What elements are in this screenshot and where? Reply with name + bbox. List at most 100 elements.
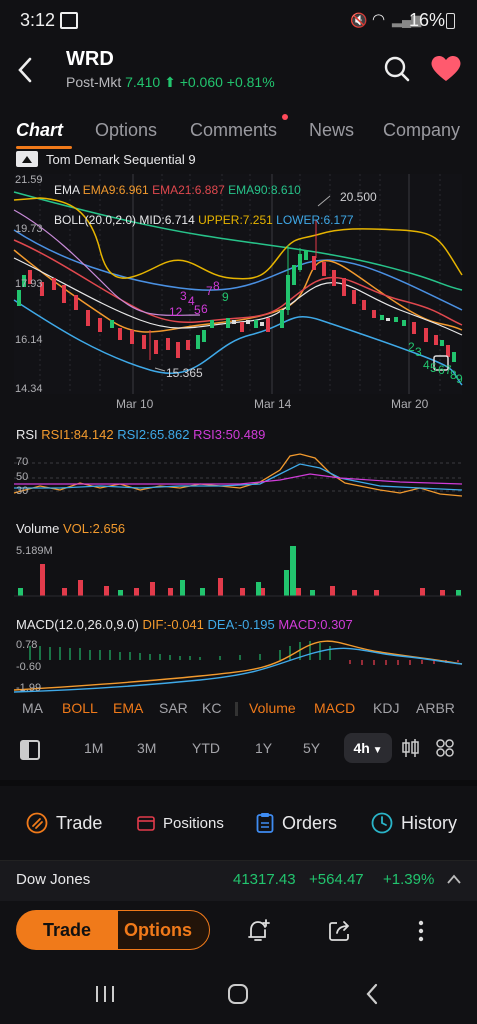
mute-icon: 🔇: [350, 12, 368, 28]
td-count-green-7: 7: [445, 363, 452, 377]
indicator-boll[interactable]: BOLL: [62, 700, 98, 716]
trade-label: Trade: [56, 812, 103, 833]
wifi-icon: ◠: [372, 11, 386, 28]
tab-options[interactable]: Options: [95, 120, 158, 140]
trade-action[interactable]: Trade: [26, 812, 102, 834]
low-price-label: 15.365: [166, 366, 203, 380]
td-count-green-8: 8: [450, 368, 457, 382]
period-1y[interactable]: 1Y: [255, 740, 273, 756]
macd-level-3: -1.99: [16, 682, 42, 694]
boll-label: BOLL(20.0,2.0): [54, 213, 137, 227]
section-divider: [0, 780, 477, 786]
study-selector[interactable]: Tom Demark Sequential 9: [16, 150, 196, 168]
index-value: 41317.43: [233, 871, 296, 888]
td-count-green-3: 3: [415, 345, 422, 359]
back-nav-icon[interactable]: [364, 982, 380, 1011]
indicator-kc[interactable]: KC: [202, 700, 222, 716]
options-button[interactable]: Options: [106, 910, 210, 950]
index-ticker-bar[interactable]: Dow Jones 41317.43 +564.47 +1.39%: [0, 860, 477, 901]
td-count-red-4: 4: [188, 294, 195, 308]
signal-icon: ▂▄▆: [392, 12, 422, 27]
date-label-1: Mar 10: [116, 397, 154, 411]
td-count-red-5: 5: [194, 303, 201, 317]
more-vertical-icon[interactable]: [418, 920, 424, 947]
tab-company[interactable]: Company: [383, 120, 461, 140]
indicator-divider: [235, 702, 238, 716]
volume-label: Volume: [16, 521, 60, 536]
trade-button-label: Trade: [42, 920, 92, 940]
price-tick-4: 16.14: [15, 334, 43, 346]
tab-chart[interactable]: Chart: [16, 120, 64, 140]
price-tick-3: 17.93: [15, 278, 43, 290]
td-count-red-7: 7: [206, 284, 213, 298]
share-icon[interactable]: [327, 918, 353, 949]
system-nav-bar: [0, 968, 477, 1024]
battery-percent: 16%: [408, 10, 445, 30]
boll-upper: UPPER:7.251: [198, 213, 273, 227]
indicator-arbr[interactable]: ARBR: [416, 700, 455, 716]
chevron-up-icon[interactable]: [446, 872, 462, 890]
macd-label: MACD(12.0,26.0,9.0): [16, 617, 139, 632]
battery-icon: [446, 13, 455, 29]
trade-button[interactable]: Trade: [16, 910, 118, 950]
price-tick-2: 19.73: [15, 223, 43, 235]
price-chart-svg: [13, 174, 463, 394]
period-dropdown[interactable]: 4h ▼: [344, 733, 392, 763]
indicator-macd[interactable]: MACD: [314, 700, 356, 716]
boll-legend: BOLL(20.0,2.0) MID:6.714 UPPER:7.251 LOW…: [54, 213, 354, 227]
indicator-toolbar: MA BOLL EMA SAR KC Volume MACD KDJ ARBR: [0, 698, 477, 720]
td-count-green-5: 5: [430, 361, 437, 375]
post-market-pct: +0.81%: [226, 74, 275, 90]
search-icon[interactable]: [384, 56, 410, 87]
price-chart[interactable]: [0, 170, 477, 410]
price-alert-icon[interactable]: [246, 918, 272, 949]
indicator-kdj[interactable]: KDJ: [373, 700, 400, 716]
home-icon[interactable]: [226, 982, 250, 1011]
reset-zoom-icon[interactable]: [433, 355, 449, 371]
tab-news[interactable]: News: [309, 120, 355, 140]
indicator-ma[interactable]: MA: [22, 700, 43, 716]
macd-value: MACD:0.307: [278, 617, 353, 632]
positions-icon: [137, 816, 155, 831]
volume-legend: Volume VOL:2.656: [16, 521, 125, 536]
grid-layout-icon[interactable]: [436, 739, 454, 762]
orders-action[interactable]: Orders: [256, 812, 337, 834]
macd-chart[interactable]: [0, 638, 477, 694]
high-price-label: 20.500: [340, 190, 377, 204]
td-count-green-4: 4: [423, 358, 430, 372]
back-icon[interactable]: [16, 56, 34, 89]
td-count-green-2: 2: [408, 340, 415, 354]
collapse-icon[interactable]: [16, 151, 38, 167]
positions-action[interactable]: Positions: [137, 814, 224, 832]
index-name: Dow Jones: [16, 871, 91, 888]
macd-legend: MACD(12.0,26.0,9.0) DIF:-0.041 DEA:-0.19…: [16, 617, 353, 632]
date-label-3: Mar 20: [391, 397, 429, 411]
rsi2-value: RSI2:65.862: [117, 427, 190, 442]
sidebar-toggle-icon[interactable]: [20, 740, 40, 760]
indicator-ema[interactable]: EMA: [113, 700, 144, 716]
period-1m[interactable]: 1M: [84, 740, 104, 756]
history-label: History: [401, 812, 458, 833]
orders-label: Orders: [282, 812, 338, 833]
rsi-chart[interactable]: [0, 448, 477, 508]
period-ytd[interactable]: YTD: [192, 740, 220, 756]
period-5y[interactable]: 5Y: [303, 740, 321, 756]
indicator-sar[interactable]: SAR: [159, 700, 188, 716]
recent-apps-icon[interactable]: [94, 984, 116, 1009]
volume-chart[interactable]: [0, 542, 477, 604]
boll-lower: LOWER:6.177: [276, 213, 354, 227]
up-arrow-icon: ⬆: [164, 74, 176, 90]
rsi-level-50: 50: [16, 471, 29, 483]
tab-comments[interactable]: Comments: [190, 120, 278, 140]
trade-icon: [26, 812, 48, 834]
macd-dea: DEA:-0.195: [207, 617, 275, 632]
price-tick-5: 14.34: [15, 383, 43, 395]
history-action[interactable]: History: [371, 812, 457, 834]
period-3m[interactable]: 3M: [137, 740, 157, 756]
ema21-value: EMA21:6.887: [152, 183, 225, 197]
stock-header: WRD Post-Mkt 7.410 ⬆ +0.060 +0.81%: [0, 42, 477, 102]
favorite-heart-icon[interactable]: [430, 54, 462, 87]
candlestick-icon[interactable]: [402, 738, 420, 763]
indicator-volume[interactable]: Volume: [249, 700, 296, 716]
rsi3-value: RSI3:50.489: [193, 427, 266, 442]
